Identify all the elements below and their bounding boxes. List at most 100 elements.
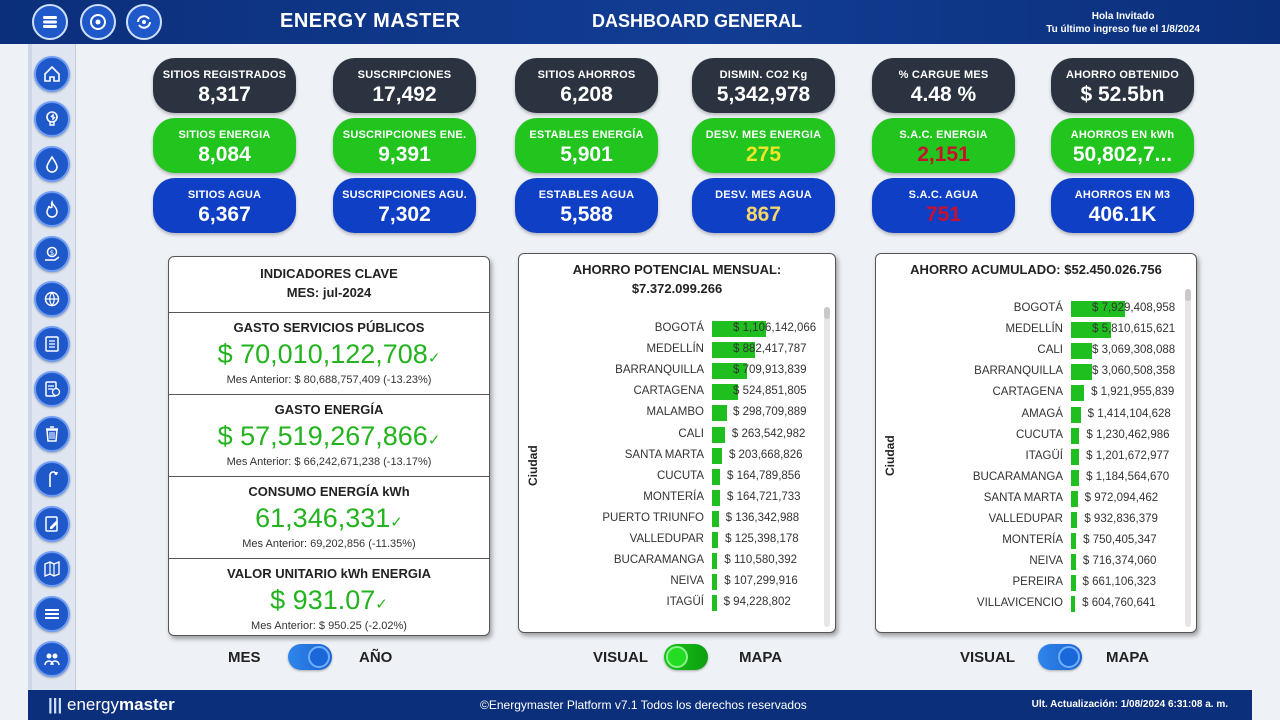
bar[interactable] xyxy=(1071,427,1080,444)
chart-bar-row[interactable]: VILLAVICENCIO $ 604,760,641 xyxy=(876,594,1196,615)
chart-bar-row[interactable]: CUCUTA $ 164,789,856 xyxy=(519,467,835,488)
visual-mapa-toggle[interactable] xyxy=(664,644,708,670)
bar[interactable] xyxy=(1071,490,1078,507)
bar[interactable] xyxy=(712,510,719,527)
bar[interactable] xyxy=(712,447,722,464)
kpi-suscripciones-agua[interactable]: SUSCRIPCIONES AGU. 7,302 xyxy=(333,178,476,233)
kpi-sitios-ahorros[interactable]: SITIOS AHORROS 6,208 xyxy=(515,58,658,113)
settings-people-icon[interactable] xyxy=(34,641,70,677)
bar[interactable] xyxy=(1071,533,1077,550)
chart-bar-row[interactable]: CUCUTA $ 1,230,462,986 xyxy=(876,426,1196,447)
bar[interactable] xyxy=(1071,554,1076,571)
bar[interactable] xyxy=(1071,469,1080,486)
bar[interactable] xyxy=(1071,343,1092,360)
bar[interactable] xyxy=(712,342,756,359)
bar[interactable] xyxy=(712,595,717,612)
chart-bar-row[interactable]: ITAGÜÍ $ 1,201,672,977 xyxy=(876,447,1196,468)
bar[interactable] xyxy=(712,426,725,443)
kpi-cargue-mes[interactable]: % CARGUE MES 4.48 % xyxy=(872,58,1015,113)
bar[interactable] xyxy=(712,489,721,506)
gas-flame-icon[interactable] xyxy=(34,191,70,227)
kpi-sac-agua[interactable]: S.A.C. AGUA 751 xyxy=(872,178,1015,233)
chart-bar-row[interactable]: MEDELLÍN $ 882,417,787 xyxy=(519,340,835,361)
kpi-suscripciones-energia[interactable]: SUSCRIPCIONES ENE. 9,391 xyxy=(333,118,476,173)
chart-bar-row[interactable]: CALI $ 3,069,308,088 xyxy=(876,341,1196,362)
invoice-icon[interactable] xyxy=(34,371,70,407)
chart-bar-row[interactable]: VALLEDUPAR $ 125,398,178 xyxy=(519,530,835,551)
kpi-sitios-agua[interactable]: SITIOS AGUA 6,367 xyxy=(153,178,296,233)
street-light-icon[interactable] xyxy=(34,461,70,497)
bar[interactable] xyxy=(1071,512,1078,528)
bar[interactable] xyxy=(1071,364,1092,381)
refresh-cycle-icon[interactable] xyxy=(126,4,162,40)
kpi-desv-mes-agua[interactable]: DESV. MES AGUA 867 xyxy=(692,178,835,233)
chart-scrollbar-track[interactable] xyxy=(1185,289,1191,627)
kpi-estables-energia[interactable]: ESTABLES ENERGÍA 5,901 xyxy=(515,118,658,173)
trash-icon[interactable] xyxy=(34,416,70,452)
bar[interactable] xyxy=(712,321,766,337)
kpi-sitios-registrados[interactable]: SITIOS REGISTRADOS 8,317 xyxy=(153,58,296,113)
kpi-sac-energia[interactable]: S.A.C. ENERGIA 2,151 xyxy=(872,118,1015,173)
visual-mapa-toggle[interactable] xyxy=(1038,644,1082,670)
chart-scrollbar-track[interactable] xyxy=(824,307,830,627)
chart-bar-row[interactable]: BUCARAMANGA $ 110,580,392 xyxy=(519,551,835,572)
map-icon[interactable] xyxy=(34,551,70,587)
chart-bar-row[interactable]: BUCARAMANGA $ 1,184,564,670 xyxy=(876,468,1196,489)
chart-bar-row[interactable]: BOGOTÁ $ 7,929,408,958 xyxy=(876,299,1196,320)
chart-bar-row[interactable]: MEDELLÍN $ 5,810,615,621 xyxy=(876,320,1196,341)
list-menu-icon[interactable] xyxy=(34,596,70,632)
bar[interactable] xyxy=(712,405,727,422)
bar[interactable] xyxy=(1071,406,1081,423)
chart-bar-row[interactable]: VALLEDUPAR $ 932,836,379 xyxy=(876,510,1196,531)
water-drop-icon[interactable] xyxy=(34,146,70,182)
kpi-estables-agua[interactable]: ESTABLES AGUA 5,588 xyxy=(515,178,658,233)
checklist-icon[interactable] xyxy=(34,326,70,362)
kpi-suscripciones[interactable]: SUSCRIPCIONES 17,492 xyxy=(333,58,476,113)
menu-icon[interactable] xyxy=(32,4,68,40)
chart-bar-row[interactable]: BARRANQUILLA $ 709,913,839 xyxy=(519,361,835,382)
bar[interactable] xyxy=(1071,596,1076,613)
chart-bar-row[interactable]: CALI $ 263,542,982 xyxy=(519,425,835,446)
chart-bar-row[interactable]: MALAMBO $ 298,709,889 xyxy=(519,403,835,424)
chart-bar-row[interactable]: NEIVA $ 107,299,916 xyxy=(519,572,835,593)
chart-bar-row[interactable]: SANTA MARTA $ 203,668,826 xyxy=(519,446,835,467)
chart-bar-row[interactable]: PUERTO TRIUNFO $ 136,342,988 xyxy=(519,509,835,530)
kpi-ahorros-m3[interactable]: AHORROS EN M3 406.1K xyxy=(1051,178,1194,233)
chart-bar-row[interactable]: CARTAGENA $ 1,921,955,839 xyxy=(876,383,1196,404)
chart-bar-row[interactable]: MONTERÍA $ 164,721,733 xyxy=(519,488,835,509)
chart-bar-row[interactable]: BOGOTÁ $ 1,106,142,066 xyxy=(519,319,835,340)
chart-bar-row[interactable]: BARRANQUILLA $ 3,060,508,358 xyxy=(876,362,1196,383)
bar[interactable] xyxy=(712,384,738,401)
bar[interactable] xyxy=(1071,322,1111,339)
settings-cycle-icon[interactable] xyxy=(80,4,116,40)
bar[interactable] xyxy=(1071,448,1080,465)
chart-bar-row[interactable]: ITAGÜÍ $ 94,228,802 xyxy=(519,593,835,614)
chart-scrollbar-thumb[interactable] xyxy=(1185,289,1191,301)
kpi-dismin-co2[interactable]: DISMIN. CO2 Kg 5,342,978 xyxy=(692,58,835,113)
globe-gear-icon[interactable] xyxy=(34,281,70,317)
mes-ano-toggle[interactable] xyxy=(288,644,332,670)
chart-bar-row[interactable]: SANTA MARTA $ 972,094,462 xyxy=(876,489,1196,510)
bar[interactable] xyxy=(712,532,719,548)
bar[interactable] xyxy=(712,363,747,380)
bar[interactable] xyxy=(712,553,718,570)
home-icon[interactable] xyxy=(34,56,70,92)
bar[interactable] xyxy=(1071,575,1076,592)
chart-bar-row[interactable]: NEIVA $ 716,374,060 xyxy=(876,552,1196,573)
bar[interactable] xyxy=(712,574,718,591)
chart-scrollbar-thumb[interactable] xyxy=(824,307,830,319)
edit-document-icon[interactable] xyxy=(34,506,70,542)
kpi-ahorros-kwh[interactable]: AHORROS EN kWh 50,802,7... xyxy=(1051,118,1194,173)
chart-bar-row[interactable]: AMAGÁ $ 1,414,104,628 xyxy=(876,405,1196,426)
bar[interactable] xyxy=(1071,301,1125,317)
bar[interactable] xyxy=(1071,385,1085,402)
money-hand-icon[interactable]: $ xyxy=(34,236,70,272)
kpi-ahorro-obtenido[interactable]: AHORRO OBTENIDO $ 52.5bn xyxy=(1051,58,1194,113)
kpi-desv-mes-energia[interactable]: DESV. MES ENERGIA 275 xyxy=(692,118,835,173)
chart-bar-row[interactable]: CARTAGENA $ 524,851,805 xyxy=(519,382,835,403)
kpi-sitios-energia[interactable]: SITIOS ENERGIA 8,084 xyxy=(153,118,296,173)
energy-bulb-icon[interactable] xyxy=(34,101,70,137)
bar[interactable] xyxy=(712,468,721,485)
chart-bar-row[interactable]: MONTERÍA $ 750,405,347 xyxy=(876,531,1196,552)
chart-bar-row[interactable]: PEREIRA $ 661,106,323 xyxy=(876,573,1196,594)
